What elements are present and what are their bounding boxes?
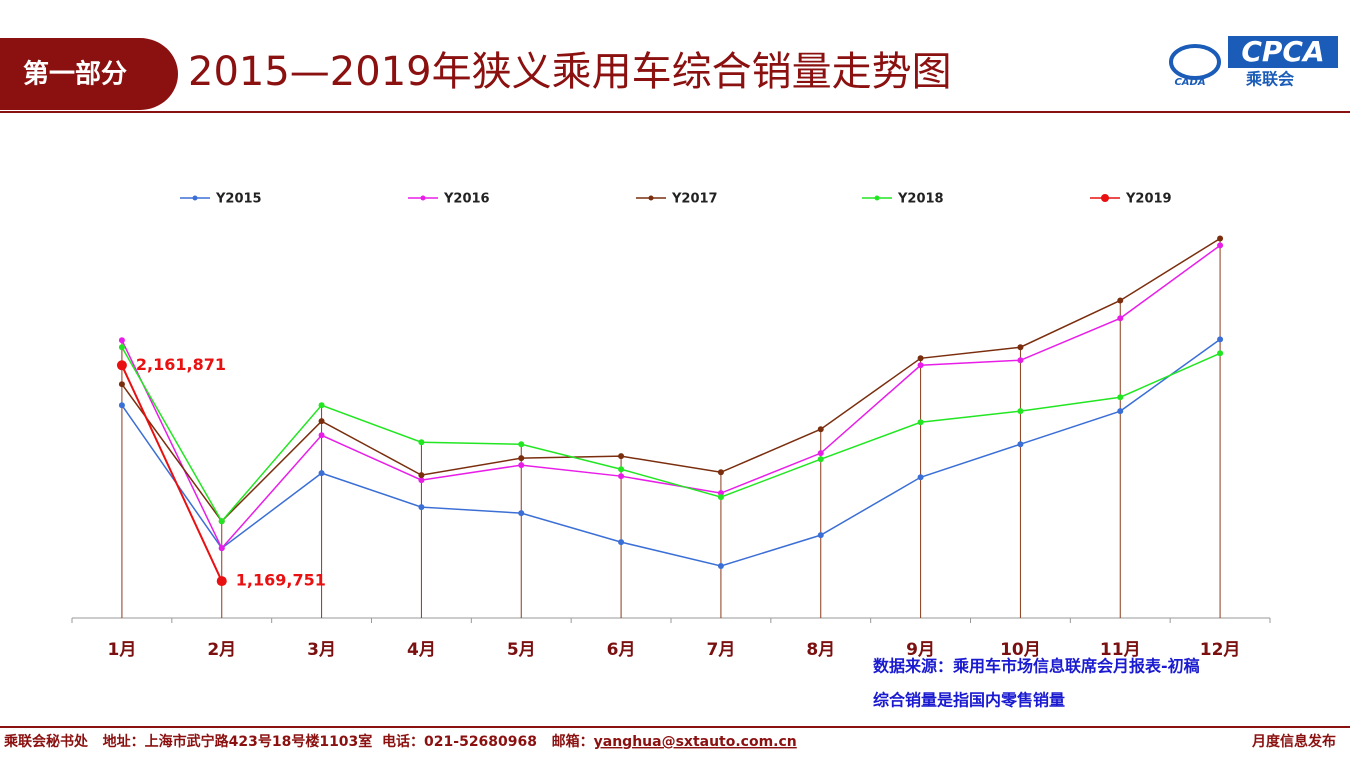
x-tick-label: 12月: [1200, 640, 1241, 660]
data-point: [618, 466, 625, 473]
data-point: [618, 473, 625, 480]
x-tick-label: 9月: [906, 640, 935, 660]
x-tick-label: 2月: [207, 640, 236, 660]
logo-ring: [1169, 44, 1221, 80]
data-point: [1017, 408, 1024, 415]
footer-right: 月度信息发布: [1251, 733, 1336, 750]
legend-marker: [420, 195, 426, 201]
legend-marker: [648, 195, 654, 201]
data-point: [917, 419, 924, 426]
data-point: [318, 470, 325, 477]
x-tick-label: 6月: [607, 640, 636, 660]
logo: CADA CPCA 乘联会: [1169, 35, 1338, 89]
data-point: [518, 462, 525, 469]
x-tick-label: 8月: [806, 640, 835, 660]
data-point: [318, 418, 325, 425]
data-point: [518, 510, 525, 517]
x-tick-label: 4月: [407, 640, 436, 660]
data-point: [1117, 394, 1124, 401]
data-point: [618, 539, 625, 546]
legend-marker: [874, 195, 880, 201]
data-point: [318, 402, 325, 409]
data-point: [717, 494, 724, 501]
data-point: [418, 504, 425, 511]
data-point: [118, 344, 125, 351]
footer-address: 乘联会秘书处 地址：上海市武宁路423号18号楼1103室 电话：021-526…: [3, 733, 594, 750]
data-label: 2,161,871: [136, 355, 226, 374]
data-point: [1017, 344, 1024, 351]
data-point: [1217, 242, 1224, 249]
x-tick-label: 11月: [1100, 640, 1141, 660]
legend-label: Y2015: [215, 192, 262, 207]
legend-label: Y2016: [443, 192, 490, 207]
data-point: [518, 441, 525, 448]
slide-title: 2015—2019年狭义乘用车综合销量走势图: [188, 49, 952, 95]
x-tick-label: 3月: [307, 640, 336, 660]
series-line: [121, 364, 223, 582]
data-point: [717, 469, 724, 476]
data-point: [1017, 441, 1024, 448]
data-point: [817, 456, 824, 463]
series-line: [121, 346, 1221, 523]
data-point: [1217, 235, 1224, 242]
data-point: [1117, 297, 1124, 304]
legend-marker: [1101, 194, 1109, 202]
series-line: [121, 338, 1221, 567]
data-point: [218, 545, 225, 552]
data-point: [118, 337, 125, 344]
data-point: [418, 472, 425, 479]
logo-main: CPCA: [1241, 35, 1324, 68]
x-tick-label: 1月: [107, 640, 136, 660]
x-tick-label: 10月: [1000, 640, 1041, 660]
footer-left: 乘联会秘书处 地址：上海市武宁路423号18号楼1103室 电话：021-526…: [3, 733, 797, 750]
section-tab: [0, 38, 178, 110]
data-point: [817, 450, 824, 457]
logo-box: [1228, 36, 1338, 68]
legend-label: Y2018: [897, 192, 944, 207]
section-label: 第一部分: [23, 59, 127, 90]
footer-email: yanghua@sxtauto.com.cn: [594, 734, 797, 750]
logo-sub: 乘联会: [1245, 70, 1294, 89]
note: 综合销量是指国内零售销量: [873, 691, 1065, 710]
data-point: [1117, 315, 1124, 322]
note: 数据来源：乘用车市场信息联席会月报表-初稿: [873, 657, 1200, 676]
data-point: [116, 360, 127, 371]
data-point: [1217, 336, 1224, 343]
data-point: [518, 455, 525, 462]
data-point: [418, 477, 425, 484]
data-point: [318, 432, 325, 439]
logo-left: CADA: [1174, 77, 1205, 88]
data-point: [917, 474, 924, 481]
data-point: [917, 355, 924, 362]
data-point: [418, 439, 425, 446]
series-line: [121, 237, 1221, 523]
x-tick-label: 7月: [706, 640, 735, 660]
data-point: [817, 532, 824, 539]
data-point: [216, 576, 227, 587]
data-point: [1017, 357, 1024, 364]
data-point: [218, 518, 225, 525]
data-point: [917, 362, 924, 369]
data-point: [817, 426, 824, 433]
data-point: [618, 453, 625, 460]
x-tick-label: 5月: [507, 640, 536, 660]
legend-label: Y2019: [1125, 192, 1172, 207]
data-point: [1217, 350, 1224, 357]
data-point: [1117, 408, 1124, 415]
data-point: [118, 381, 125, 388]
data-point: [118, 402, 125, 409]
data-label: 1,169,751: [236, 571, 326, 590]
legend-marker: [192, 195, 198, 201]
legend-label: Y2017: [671, 192, 718, 207]
data-point: [717, 563, 724, 570]
series-line: [121, 244, 1221, 550]
